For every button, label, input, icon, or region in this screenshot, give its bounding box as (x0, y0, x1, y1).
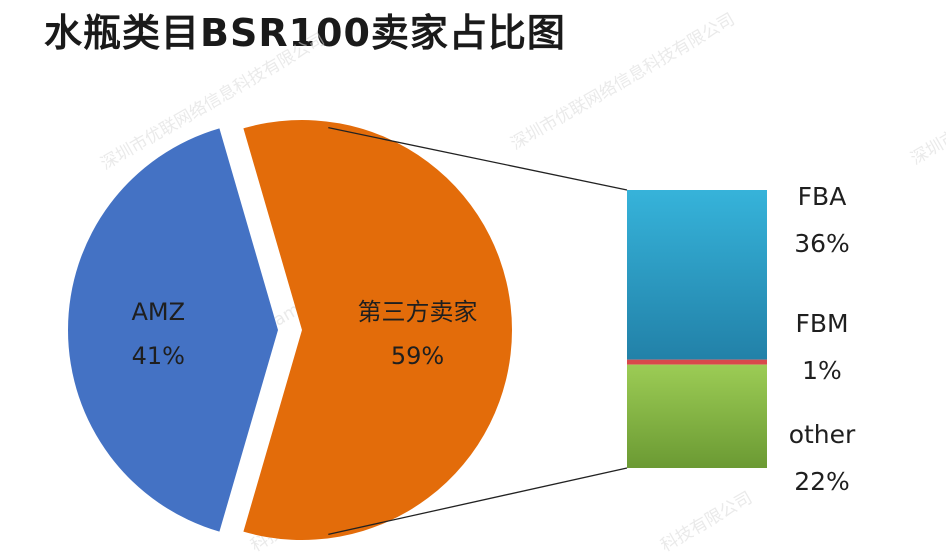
bar-label-fba: FBA (798, 182, 847, 211)
connector-lines (328, 127, 628, 535)
bar-segment-fbm (627, 359, 767, 365)
watermark-text: 科技有限公司 (658, 488, 756, 554)
bar-value-fbm: 1% (802, 356, 842, 385)
pie-slices (68, 120, 512, 540)
bar-segment-other (627, 364, 767, 468)
bar-value-other: 22% (794, 467, 850, 496)
pie-slice-third-party (243, 120, 512, 540)
labels: AMZ 41% 第三方卖家 59% FBA 36% FBM 1% other 22% (132, 182, 857, 496)
bar-label-other: other (789, 420, 856, 449)
pie-value-amz: 41% (132, 342, 185, 370)
watermark-text: 深圳市优联网络信息科技有限公司 (908, 25, 946, 170)
pie-label-amz: AMZ (132, 298, 186, 326)
pie-value-third-party: 59% (391, 342, 444, 370)
pie-slice-amz (68, 128, 278, 532)
breakdown-bar (627, 190, 767, 468)
bar-value-fba: 36% (794, 229, 850, 258)
pie-label-third-party: 第三方卖家 (358, 298, 478, 326)
watermark-text: 深圳市优联网络信息科技有限公司 (508, 10, 739, 155)
bar-segment-fba (627, 190, 767, 360)
bar-label-fbm: FBM (795, 309, 848, 338)
connector-line-bottom (328, 467, 628, 535)
connector-line-top (328, 127, 628, 191)
chart-title: 水瓶类目BSR100卖家占比图 (44, 11, 566, 55)
